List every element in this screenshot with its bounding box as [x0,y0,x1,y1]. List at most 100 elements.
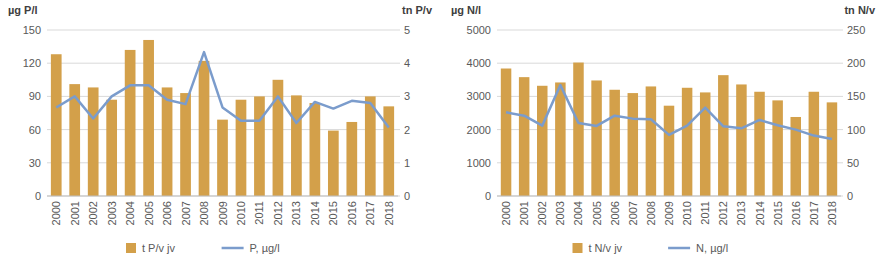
y-tick-label: 0 [485,190,491,202]
y-tick-label: 150 [23,24,41,36]
legend-label: N, µg/l [696,242,728,254]
y2-tick-label: 3 [404,90,410,102]
legend-swatch [222,247,244,250]
grid-line [47,96,398,97]
x-tick-label: 2009 [217,201,229,225]
legend-swatch [668,247,690,250]
grid-line [497,63,841,64]
bar [143,40,154,196]
bar [51,54,62,196]
grid-line [497,96,841,97]
x-tick-label: 2003 [554,201,566,225]
bar [628,93,639,196]
grid-line [47,30,398,31]
y-tick-label: 0 [35,190,41,202]
bar [827,102,838,196]
y-tick-label: 2000 [467,124,491,136]
x-tick-label: 2014 [754,201,766,225]
bar [291,95,302,196]
y-tick-label: 5000 [467,24,491,36]
y2-tick [841,63,843,64]
legend-label: P, µg/l [250,242,280,254]
x-tick-label: 2001 [518,201,530,225]
y-tick-label: 4000 [467,57,491,69]
bar [88,87,99,196]
bar [646,86,657,196]
y-tick-label: 60 [29,124,41,136]
plot-marks [51,40,394,196]
y-axis-label: µg P/l [8,4,38,16]
bar [555,82,566,196]
y-tick-label: 90 [29,90,41,102]
y2-tick [398,196,400,197]
x-tick-label: 2000 [50,201,62,225]
x-tick-label: 2013 [735,201,747,225]
y2-axis-label: tn P/v [402,4,433,16]
bar [162,87,173,196]
y-axis-label: µg N/l [451,4,481,16]
y2-tick-label: 100 [847,124,865,136]
grid-line [497,30,841,31]
x-tick-label: 2013 [290,201,302,225]
bar [591,80,602,196]
x-tick-label: 2007 [180,201,192,225]
x-tick-label: 2014 [309,201,321,225]
grid-line [47,196,398,197]
bar [718,75,729,196]
legend: t P/v jv P, µg/l [126,242,280,254]
bar [217,120,228,196]
bar [106,100,117,196]
y2-tick-label: 5 [404,24,410,36]
x-tick-label: 2010 [681,201,693,225]
x-tick-label: 2002 [87,201,99,225]
y2-tick [841,162,843,163]
x-tick-label: 2001 [69,201,81,225]
y2-tick [841,129,843,130]
y-tick-label: 30 [29,157,41,169]
x-tick-label: 2002 [536,201,548,225]
x-tick-label: 2007 [627,201,639,225]
y2-tick-label: 50 [847,157,859,169]
bar [180,93,191,196]
x-tick-label: 2012 [717,201,729,225]
bar [682,88,693,196]
line [56,52,389,127]
bar [383,106,394,196]
chart: µg P/ltn P/v0306090120150012345200020012… [8,4,433,254]
bar [754,92,765,196]
x-tick-label: 2000 [500,201,512,225]
x-tick-label: 2003 [106,201,118,225]
y2-axis-label: tn N/v [844,4,875,16]
grid-line [47,63,398,64]
x-tick-label: 2008 [645,201,657,225]
x-tick-label: 2017 [808,201,820,225]
grid-line [497,196,841,197]
x-tick-label: 2004 [124,201,136,225]
bar [328,131,339,196]
x-tick-label: 2018 [383,201,395,225]
x-tick-label: 2016 [346,201,358,225]
legend-label: t P/v jv [142,242,176,254]
bar [664,106,675,196]
x-tick-label: 2005 [591,201,603,225]
y2-tick [398,96,400,97]
bar [254,96,265,196]
x-axis-line [497,196,841,197]
bar [125,50,136,196]
x-tick-label: 2011 [253,201,265,225]
x-tick-label: 2006 [609,201,621,225]
legend-swatch [126,243,136,253]
bar [573,63,584,196]
x-tick-label: 2009 [663,201,675,225]
chart: µg N/ltn N/v0100020003000400050000501001… [451,4,876,254]
plot-marks [501,63,837,196]
bar [519,77,530,196]
bar [310,103,321,196]
y2-tick [398,30,400,31]
bar [537,86,548,196]
legend-swatch [573,243,583,253]
y2-tick [398,63,400,64]
bar [365,96,376,196]
y2-tick [398,162,400,163]
y2-tick-label: 150 [847,90,865,102]
